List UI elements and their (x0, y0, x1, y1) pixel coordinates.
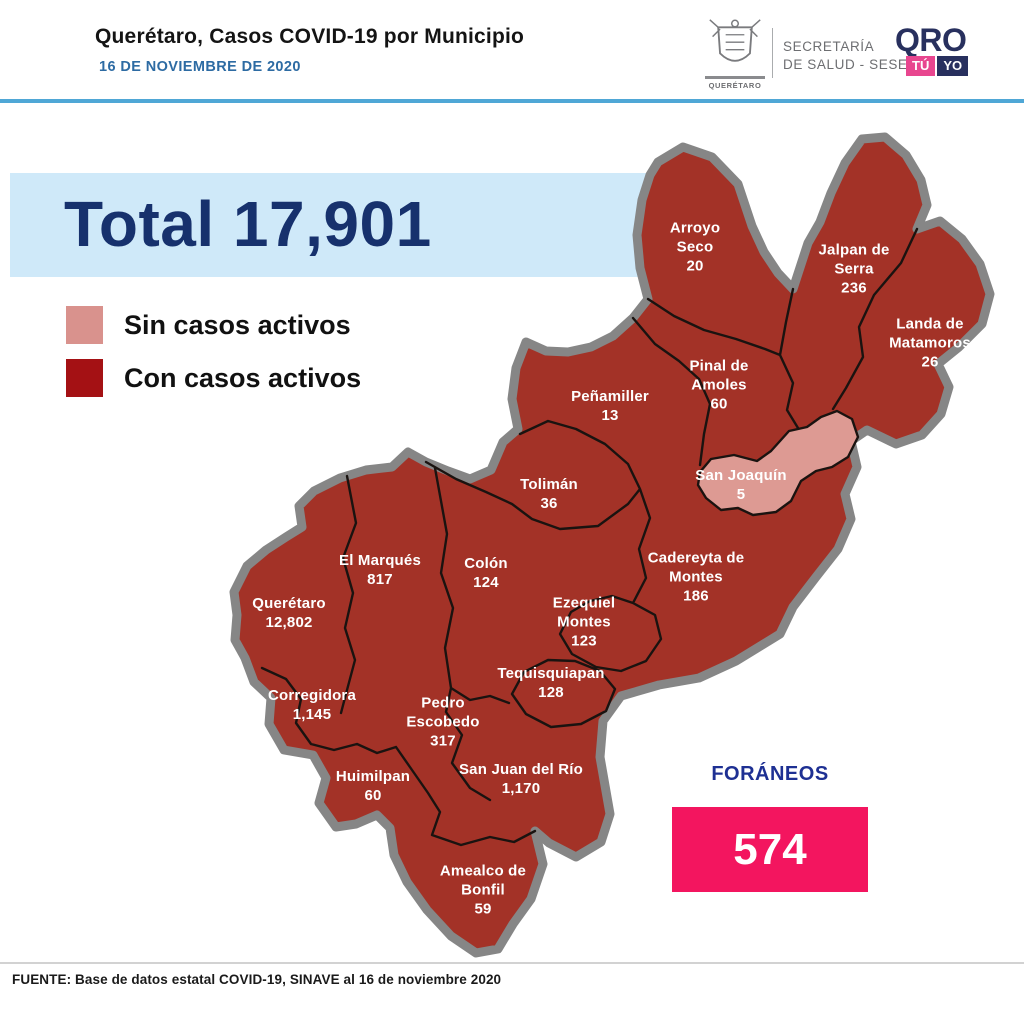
muni-label-tequisquiapan: Tequisquiapan 128 (497, 664, 605, 701)
muni-label-arroyo-seco: Arroyo Seco 20 (669, 219, 721, 275)
map-region-san-joaquin (696, 409, 860, 517)
total-text: Total 17,901 (64, 187, 432, 261)
muni-label-colon: Colón 124 (464, 554, 508, 591)
legend-swatch-con-casos (66, 359, 103, 397)
legend-label-con-casos: Con casos activos (124, 363, 362, 393)
muni-label-jalpan-de-serra: Jalpan de Serra 236 (818, 241, 890, 297)
source-note: FUENTE: Base de datos estatal COVID-19, … (12, 972, 502, 987)
total-banner (10, 173, 660, 277)
total-label: Total (64, 188, 215, 260)
secretaria-text: SECRETARÍA DE SALUD - SESEQ (783, 38, 919, 74)
foraneos-label: FORÁNEOS (711, 763, 829, 785)
foraneos-value-box: 574 (672, 807, 868, 892)
muni-label-penamiller: Peñamiller 13 (571, 387, 649, 424)
muni-label-pinal-de-amoles: Pinal de Amoles 60 (689, 357, 749, 413)
muni-label-san-joaquin: San Joaquín 5 (695, 466, 787, 503)
coat-of-arms-label: QUERÉTARO (708, 81, 762, 90)
muni-label-huimilpan: Huimilpan 60 (335, 767, 411, 804)
logo-divider (772, 28, 773, 78)
qro-tu-badge: TÚ (906, 56, 936, 76)
qro-tuyo-logo: TÚ YO (906, 56, 969, 76)
qro-yo-badge: YO (937, 56, 969, 76)
coat-of-arms-caption-line (705, 76, 765, 79)
map-municipal-borders (260, 227, 919, 847)
muni-label-corregidora: Corregidora 1,145 (267, 686, 357, 723)
page-title: Querétaro, Casos COVID-19 por Municipio (95, 25, 525, 48)
report-date: 16 DE NOVIEMBRE DE 2020 (99, 59, 301, 75)
muni-label-pedro-escobedo: Pedro Escobedo 317 (406, 694, 480, 750)
header-divider (0, 99, 1024, 103)
muni-label-cadereyta-de-montes: Cadereyta de Montes 186 (647, 549, 745, 605)
muni-label-amealco-de-bonfil: Amealco de Bonfil 59 (439, 862, 527, 918)
legend-swatch-sin-casos (66, 306, 103, 344)
muni-label-queretaro: Querétaro 12,802 (252, 594, 326, 631)
muni-label-toliman: Tolimán 36 (520, 475, 578, 512)
muni-label-landa-de-matamoros: Landa de Matamoros 26 (889, 315, 971, 371)
muni-label-san-juan-del-rio: San Juan del Río 1,170 (458, 760, 584, 797)
muni-label-el-marques: El Marqués 817 (338, 551, 422, 588)
footer-divider (0, 962, 1024, 964)
legend-label-sin-casos: Sin casos activos (124, 310, 351, 340)
coat-of-arms-icon (709, 19, 761, 62)
secretaria-line2: DE SALUD - SESEQ (783, 57, 919, 73)
qro-logo: QRO (895, 22, 967, 58)
foraneos-value: 574 (733, 824, 807, 874)
total-value: 17,901 (232, 188, 432, 260)
secretaria-line1: SECRETARÍA (783, 39, 875, 54)
muni-label-ezequiel-montes: Ezequiel Montes 123 (552, 594, 616, 650)
